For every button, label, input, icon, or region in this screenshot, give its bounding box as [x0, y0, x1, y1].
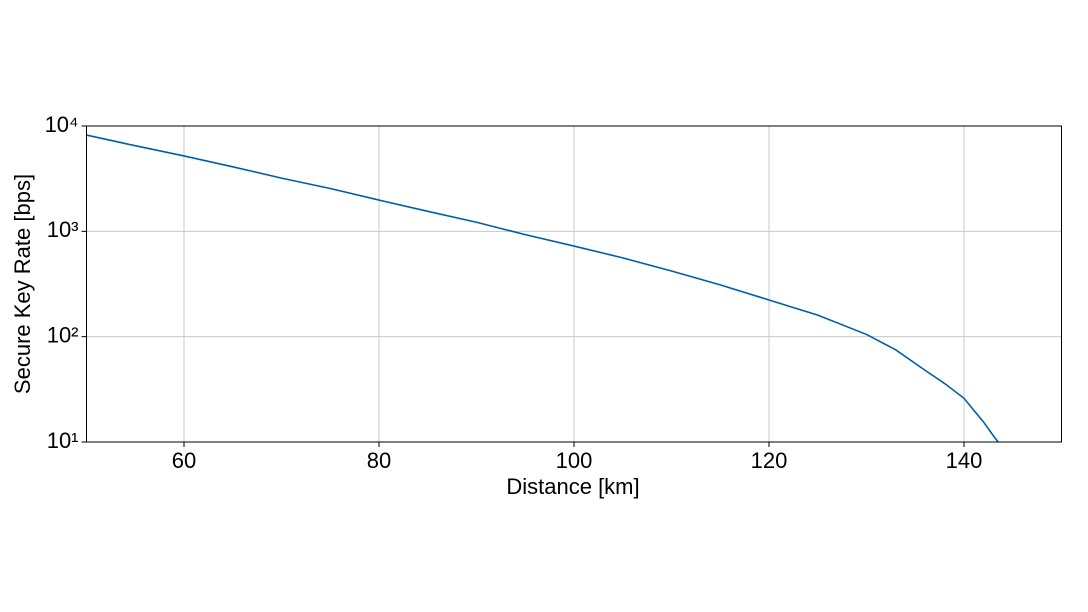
- y-tick-label: 10⁴: [45, 112, 79, 137]
- x-tick-label: 140: [946, 448, 983, 473]
- x-axis-label: Distance [km]: [506, 474, 639, 499]
- y-tick-label: 10¹: [47, 428, 79, 453]
- x-tick-label: 60: [172, 448, 196, 473]
- y-axis-label: Secure Key Rate [bps]: [10, 174, 35, 394]
- x-tick-label: 80: [367, 448, 391, 473]
- plot-frame: [86, 125, 1062, 443]
- y-tick-label: 10³: [47, 217, 79, 242]
- x-tick-label: 100: [556, 448, 593, 473]
- x-tick-label: 120: [751, 448, 788, 473]
- y-tick-label: 10²: [47, 322, 79, 347]
- data-line: [86, 134, 999, 443]
